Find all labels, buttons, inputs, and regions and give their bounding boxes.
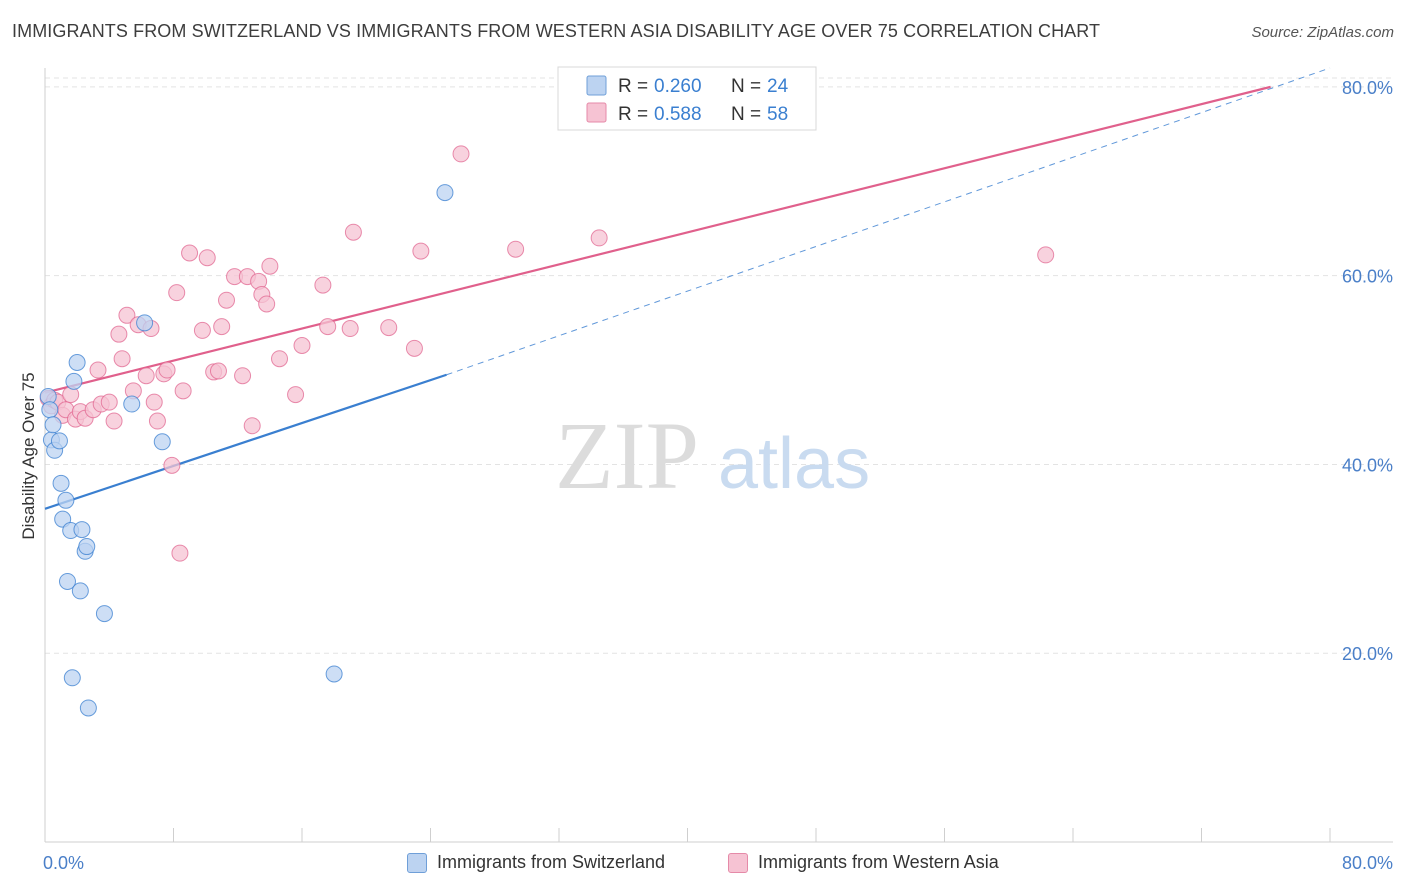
point-western-asia xyxy=(271,350,289,368)
y-axis-label: Disability Age Over 75 xyxy=(19,372,38,539)
point-western-asia xyxy=(314,276,332,294)
watermark-zip: ZIP xyxy=(555,402,699,509)
point-western-asia xyxy=(234,367,252,385)
point-western-asia xyxy=(158,361,176,379)
stats-legend-n-label-switzerland: N = xyxy=(731,76,761,97)
stats-legend-r-value-western-asia: 0.588 xyxy=(654,104,702,125)
x-tick-label-max: 80.0% xyxy=(1342,853,1393,873)
point-switzerland xyxy=(325,665,343,683)
point-western-asia xyxy=(218,291,236,309)
stats-legend-n-label-western-asia: N = xyxy=(731,104,761,125)
point-switzerland xyxy=(63,669,81,687)
stats-legend-swatch-switzerland xyxy=(586,75,607,96)
stats-legend-r-value-switzerland: 0.260 xyxy=(654,76,702,97)
point-western-asia xyxy=(171,544,189,562)
source-credit: Source: ZipAtlas.com xyxy=(1251,24,1394,41)
stats-legend-n-value-western-asia: 58 xyxy=(767,104,788,125)
point-western-asia xyxy=(287,386,305,404)
chart-title: IMMIGRANTS FROM SWITZERLAND VS IMMIGRANT… xyxy=(12,21,1101,41)
point-western-asia xyxy=(209,362,227,380)
y-tick-label: 20.0% xyxy=(1342,644,1393,664)
point-western-asia xyxy=(105,412,123,430)
point-switzerland xyxy=(79,699,97,717)
point-western-asia xyxy=(261,257,279,275)
point-western-asia xyxy=(100,393,118,411)
point-switzerland xyxy=(123,395,141,413)
point-western-asia xyxy=(163,456,181,474)
data-points xyxy=(39,145,1055,717)
point-western-asia xyxy=(113,350,131,368)
point-western-asia xyxy=(319,318,337,336)
point-switzerland xyxy=(436,184,454,202)
point-western-asia xyxy=(258,295,276,313)
point-western-asia xyxy=(168,284,186,302)
point-western-asia xyxy=(380,319,398,337)
trend-line-switzerland-projection xyxy=(446,67,1331,376)
legend-swatch-western-asia xyxy=(728,852,748,873)
point-western-asia xyxy=(507,240,525,258)
y-tick-label: 60.0% xyxy=(1342,267,1393,287)
point-western-asia xyxy=(213,318,231,336)
legend-item-western-asia[interactable]: Immigrants from Western Asia xyxy=(728,852,999,873)
point-western-asia xyxy=(1037,246,1055,264)
x-tick-label-min: 0.0% xyxy=(43,853,84,873)
point-switzerland xyxy=(136,314,154,332)
point-western-asia xyxy=(193,321,211,339)
point-switzerland xyxy=(71,582,89,600)
point-western-asia xyxy=(243,417,261,435)
trend-lines xyxy=(44,67,1331,510)
point-switzerland xyxy=(68,353,86,371)
point-switzerland xyxy=(78,538,96,556)
point-western-asia xyxy=(405,339,423,357)
point-western-asia xyxy=(89,361,107,379)
point-western-asia xyxy=(344,223,362,241)
stats-legend-swatch-western-asia xyxy=(586,102,607,123)
point-switzerland xyxy=(52,474,70,492)
point-western-asia xyxy=(341,320,359,338)
point-western-asia xyxy=(198,249,216,267)
point-switzerland xyxy=(44,416,62,434)
point-switzerland xyxy=(57,491,75,509)
y-tick-label: 80.0% xyxy=(1342,78,1393,98)
stats-legend-n-value-switzerland: 24 xyxy=(767,76,789,97)
point-switzerland xyxy=(95,605,113,623)
legend-label-switzerland: Immigrants from Switzerland xyxy=(437,852,666,872)
y-tick-label: 40.0% xyxy=(1342,455,1393,475)
point-western-asia xyxy=(181,244,199,262)
axes xyxy=(44,68,1393,843)
point-western-asia xyxy=(118,306,136,324)
legend-label-western-asia: Immigrants from Western Asia xyxy=(758,852,999,872)
point-switzerland xyxy=(58,572,76,590)
point-western-asia xyxy=(145,393,163,411)
point-switzerland xyxy=(65,372,83,390)
stats-legend: R = 0.260 N = 24 R = 0.588 N = 58 xyxy=(557,66,817,131)
point-western-asia xyxy=(148,412,166,430)
legend-swatch-switzerland xyxy=(407,852,427,873)
point-western-asia xyxy=(174,382,192,400)
legend-item-switzerland[interactable]: Immigrants from Switzerland xyxy=(407,852,665,873)
bottom-legend: Immigrants from Switzerland Immigrants f… xyxy=(0,852,1406,878)
trend-line-western-asia xyxy=(44,85,1271,394)
point-switzerland xyxy=(41,401,59,419)
point-western-asia xyxy=(590,229,608,247)
trend-line-switzerland xyxy=(44,373,447,510)
point-western-asia xyxy=(452,145,470,163)
point-switzerland xyxy=(153,433,171,451)
point-western-asia xyxy=(412,242,430,260)
point-switzerland xyxy=(73,521,91,539)
grid-lines xyxy=(45,77,1393,654)
tick-labels: 20.0% 40.0% 60.0% 80.0% 0.0% 80.0% xyxy=(43,78,1393,873)
watermark-atlas: atlas xyxy=(718,424,870,504)
stats-legend-r-label-switzerland: R = xyxy=(618,76,648,97)
point-western-asia xyxy=(137,367,155,385)
watermark: ZIP atlas xyxy=(555,402,870,509)
point-western-asia xyxy=(293,337,311,355)
point-switzerland xyxy=(50,432,68,450)
point-western-asia xyxy=(110,325,128,343)
stats-legend-r-label-western-asia: R = xyxy=(618,104,648,125)
